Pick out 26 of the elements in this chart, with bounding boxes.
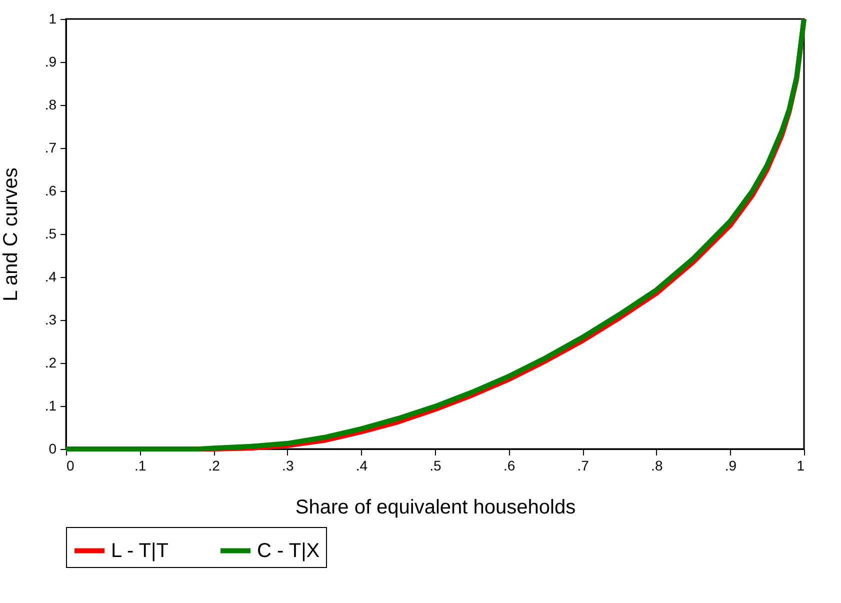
- x-tick-label: .4: [356, 458, 368, 474]
- y-axis-title: L and C curves: [0, 168, 22, 302]
- y-tick-label: .5: [44, 226, 57, 242]
- x-tick-label: .7: [577, 458, 590, 474]
- x-tick-label: .9: [724, 458, 737, 474]
- y-tick-label: .2: [44, 354, 57, 370]
- y-tick-label: .1: [44, 398, 57, 414]
- y-tick-label: .6: [44, 182, 57, 198]
- x-tick-label: .2: [208, 458, 220, 474]
- x-tick-label: .1: [134, 458, 146, 474]
- x-tick-label: 0: [66, 458, 74, 474]
- y-tick-label: .9: [44, 54, 57, 70]
- x-tick-label: 1: [796, 458, 805, 474]
- x-tick-label: .6: [503, 458, 516, 474]
- x-axis-title: Share of equivalent households: [295, 496, 576, 518]
- y-tick-label: .4: [44, 268, 57, 284]
- y-tick-label: .7: [44, 140, 57, 156]
- y-tick-label: 1: [48, 10, 57, 26]
- y-tick-label: .8: [44, 96, 57, 112]
- x-tick-label: .5: [430, 458, 442, 474]
- legend-label: C - T|X: [257, 540, 320, 562]
- legend-label: L - T|T: [111, 540, 168, 562]
- y-tick-label: .3: [44, 312, 57, 328]
- x-tick-label: .8: [651, 458, 663, 474]
- y-tick-label: 0: [48, 440, 57, 456]
- x-tick-label: .3: [282, 458, 294, 474]
